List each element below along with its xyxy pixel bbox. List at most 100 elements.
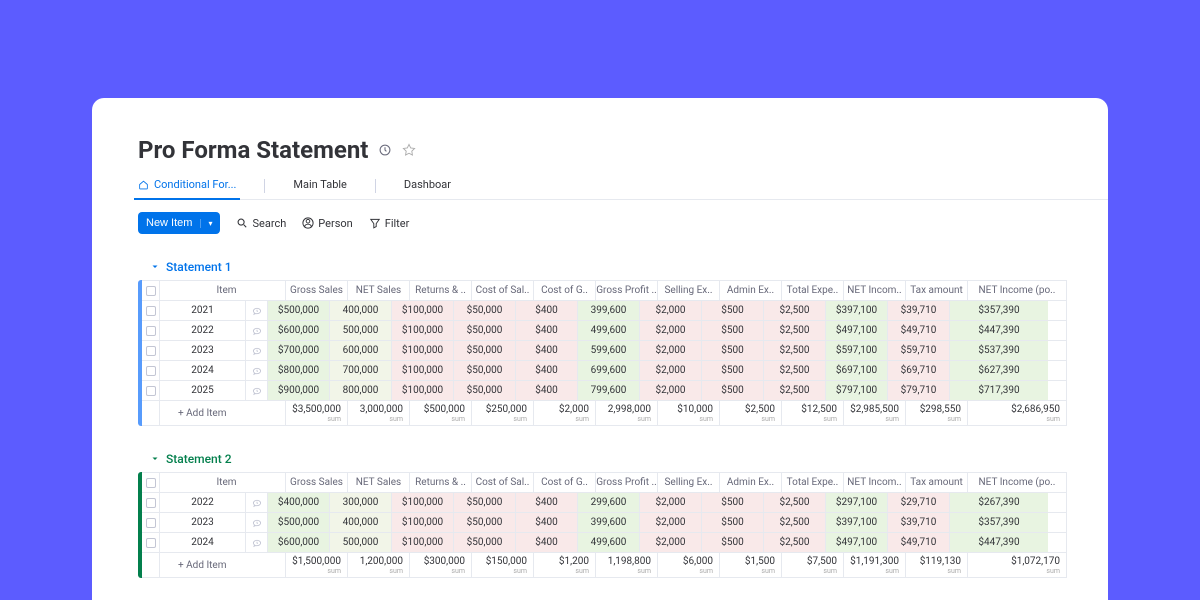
- data-cell[interactable]: $600,000: [268, 533, 330, 552]
- data-cell[interactable]: $900,000: [268, 381, 330, 400]
- data-cell[interactable]: $39,710: [888, 301, 950, 320]
- column-header[interactable]: Gross Profit ..: [596, 281, 658, 300]
- column-header[interactable]: NET Sales: [348, 281, 410, 300]
- data-cell[interactable]: $627,390: [950, 361, 1048, 380]
- conversation-cell[interactable]: [246, 493, 268, 512]
- data-cell[interactable]: $400: [516, 301, 578, 320]
- activity-log-icon[interactable]: [378, 143, 392, 157]
- data-cell[interactable]: $39,710: [888, 513, 950, 532]
- item-name-cell[interactable]: 2023: [160, 341, 246, 360]
- filter-tool[interactable]: Filter: [369, 217, 410, 230]
- data-cell[interactable]: $100,000: [392, 493, 454, 512]
- item-name-cell[interactable]: 2022: [160, 493, 246, 512]
- favorite-icon[interactable]: [402, 143, 416, 157]
- data-cell[interactable]: $500: [702, 361, 764, 380]
- data-cell[interactable]: $400: [516, 321, 578, 340]
- conversation-cell[interactable]: [246, 533, 268, 552]
- data-cell[interactable]: 800,000: [330, 381, 392, 400]
- person-tool[interactable]: Person: [302, 217, 352, 230]
- data-cell[interactable]: $2,500: [764, 321, 826, 340]
- table-row[interactable]: 2022$600,000500,000$100,000$50,000$40049…: [142, 321, 1066, 341]
- item-name-cell[interactable]: 2022: [160, 321, 246, 340]
- tab-main-table[interactable]: Main Table: [293, 172, 346, 199]
- data-cell[interactable]: $50,000: [454, 381, 516, 400]
- data-cell[interactable]: $100,000: [392, 341, 454, 360]
- data-cell[interactable]: $797,100: [826, 381, 888, 400]
- select-all-cell[interactable]: [142, 281, 160, 300]
- data-cell[interactable]: $50,000: [454, 361, 516, 380]
- data-cell[interactable]: $500: [702, 513, 764, 532]
- data-cell[interactable]: $50,000: [454, 533, 516, 552]
- column-header[interactable]: Gross Sales: [286, 281, 348, 300]
- data-cell[interactable]: $2,500: [764, 341, 826, 360]
- data-cell[interactable]: $497,100: [826, 533, 888, 552]
- data-cell[interactable]: $2,000: [640, 381, 702, 400]
- data-cell[interactable]: $697,100: [826, 361, 888, 380]
- data-cell[interactable]: $49,710: [888, 533, 950, 552]
- item-name-cell[interactable]: 2021: [160, 301, 246, 320]
- table-row[interactable]: 2022$400,000300,000$100,000$50,000$40029…: [142, 493, 1066, 513]
- table-row[interactable]: 2024$600,000500,000$100,000$50,000$40049…: [142, 533, 1066, 553]
- data-cell[interactable]: 400,000: [330, 301, 392, 320]
- item-name-cell[interactable]: 2025: [160, 381, 246, 400]
- data-cell[interactable]: $500: [702, 341, 764, 360]
- data-cell[interactable]: $2,500: [764, 493, 826, 512]
- data-cell[interactable]: $700,000: [268, 341, 330, 360]
- row-checkbox-cell[interactable]: [142, 381, 160, 400]
- data-cell[interactable]: $400: [516, 493, 578, 512]
- data-cell[interactable]: $447,390: [950, 321, 1048, 340]
- data-cell[interactable]: $2,500: [764, 361, 826, 380]
- data-cell[interactable]: $100,000: [392, 321, 454, 340]
- data-cell[interactable]: $100,000: [392, 533, 454, 552]
- new-item-button[interactable]: New Item ▾: [138, 212, 220, 234]
- select-all-cell[interactable]: [142, 473, 160, 492]
- chevron-down-icon[interactable]: ▾: [200, 219, 212, 228]
- data-cell[interactable]: $800,000: [268, 361, 330, 380]
- group-header[interactable]: Statement 2: [150, 452, 1108, 466]
- data-cell[interactable]: $397,100: [826, 513, 888, 532]
- tab-dashboard[interactable]: Dashboar: [404, 172, 451, 199]
- row-checkbox-cell[interactable]: [142, 493, 160, 512]
- data-cell[interactable]: $79,710: [888, 381, 950, 400]
- data-cell[interactable]: 699,600: [578, 361, 640, 380]
- data-cell[interactable]: $447,390: [950, 533, 1048, 552]
- column-header[interactable]: Returns & ..: [410, 281, 472, 300]
- conversation-cell[interactable]: [246, 361, 268, 380]
- data-cell[interactable]: 300,000: [330, 493, 392, 512]
- data-cell[interactable]: $297,100: [826, 493, 888, 512]
- data-cell[interactable]: $497,100: [826, 321, 888, 340]
- data-cell[interactable]: $2,000: [640, 533, 702, 552]
- data-cell[interactable]: 600,000: [330, 341, 392, 360]
- data-cell[interactable]: $397,100: [826, 301, 888, 320]
- data-cell[interactable]: $100,000: [392, 361, 454, 380]
- column-header[interactable]: Item: [160, 281, 286, 300]
- conversation-cell[interactable]: [246, 341, 268, 360]
- item-name-cell[interactable]: 2024: [160, 361, 246, 380]
- column-header[interactable]: Total Expe..: [782, 281, 844, 300]
- data-cell[interactable]: $400,000: [268, 493, 330, 512]
- data-cell[interactable]: $500: [702, 321, 764, 340]
- data-cell[interactable]: $50,000: [454, 301, 516, 320]
- table-row[interactable]: 2023$500,000400,000$100,000$50,000$40039…: [142, 513, 1066, 533]
- column-header[interactable]: Cost of G..: [534, 473, 596, 492]
- data-cell[interactable]: $537,390: [950, 341, 1048, 360]
- column-header[interactable]: Cost of Sal..: [472, 473, 534, 492]
- data-cell[interactable]: 799,600: [578, 381, 640, 400]
- data-cell[interactable]: 500,000: [330, 533, 392, 552]
- row-checkbox-cell[interactable]: [142, 301, 160, 320]
- data-cell[interactable]: $2,500: [764, 381, 826, 400]
- data-cell[interactable]: $69,710: [888, 361, 950, 380]
- data-cell[interactable]: 700,000: [330, 361, 392, 380]
- data-cell[interactable]: $717,390: [950, 381, 1048, 400]
- data-cell[interactable]: $50,000: [454, 341, 516, 360]
- column-header[interactable]: Selling Ex..: [658, 281, 720, 300]
- conversation-cell[interactable]: [246, 301, 268, 320]
- data-cell[interactable]: $2,000: [640, 493, 702, 512]
- data-cell[interactable]: $2,500: [764, 513, 826, 532]
- data-cell[interactable]: $400: [516, 381, 578, 400]
- table-row[interactable]: 2023$700,000600,000$100,000$50,000$40059…: [142, 341, 1066, 361]
- row-checkbox-cell[interactable]: [142, 513, 160, 532]
- column-header[interactable]: Admin Ex..: [720, 281, 782, 300]
- data-cell[interactable]: 399,600: [578, 513, 640, 532]
- row-checkbox-cell[interactable]: [142, 361, 160, 380]
